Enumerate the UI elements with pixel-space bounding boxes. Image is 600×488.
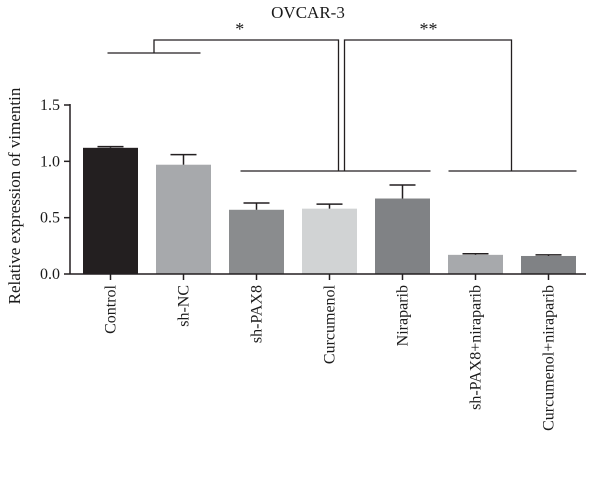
bar-niraparib — [375, 198, 430, 274]
bars-layer — [83, 147, 576, 274]
bar-control — [83, 147, 138, 274]
sig-label-double-star: ** — [420, 19, 438, 39]
bar-sh-nc — [156, 164, 211, 274]
sig-bracket-star — [153, 39, 340, 171]
sig-label-star: * — [235, 19, 244, 39]
chart-title: OVCAR-3 — [271, 3, 345, 22]
sig-bracket-double-star — [343, 39, 513, 171]
x-tick-label: sh-NC — [176, 285, 193, 327]
y-tick-label: 1.0 — [40, 153, 60, 170]
significance-layer: * ** — [107, 19, 577, 172]
y-axis-title: Relative expression of vimentin — [5, 87, 24, 304]
x-tick-label: Control — [103, 284, 120, 333]
error-bars-layer — [97, 145, 562, 256]
x-tick-label: Curcumenol — [322, 284, 339, 364]
bar-curcumenol-niraparib — [521, 255, 576, 274]
x-tick-label: Niraparib — [395, 285, 412, 346]
x-tick-label: sh-PAX8 — [249, 285, 266, 343]
axes-layer: 0.0 0.5 1.0 1.5 Control sh-NC sh-PAX8 Curcumeno… — [40, 97, 586, 431]
bar-sh-pax8-niraparib — [448, 254, 503, 274]
bar-curcumenol — [302, 208, 357, 274]
y-tick-label: 1.5 — [40, 97, 60, 114]
x-tick-label: Curcumenol+niraparib — [541, 285, 558, 431]
y-tick-label: 0.0 — [40, 266, 60, 283]
bar-sh-pax8 — [229, 209, 284, 274]
x-tick-label: sh-PAX8+niraparib — [468, 285, 485, 410]
y-tick-label: 0.5 — [40, 210, 60, 227]
